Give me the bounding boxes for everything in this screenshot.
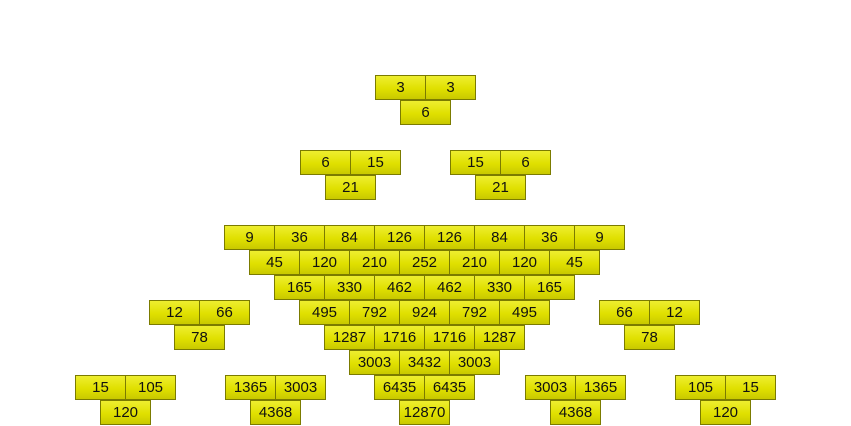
number-cell: 3	[375, 75, 426, 100]
number-cell: 36	[274, 225, 325, 250]
number-cell: 210	[349, 250, 400, 275]
number-cell: 165	[274, 275, 325, 300]
number-cell: 462	[424, 275, 475, 300]
number-cell: 6	[400, 100, 451, 125]
number-cell: 3432	[399, 350, 450, 375]
number-cell: 45	[549, 250, 600, 275]
number-cell: 3003	[275, 375, 326, 400]
number-cell: 15	[450, 150, 501, 175]
number-cell: 1365	[225, 375, 276, 400]
number-cell: 6	[300, 150, 351, 175]
number-cell: 66	[199, 300, 250, 325]
number-cell: 495	[499, 300, 550, 325]
number-cell: 120	[499, 250, 550, 275]
number-cell: 12	[649, 300, 700, 325]
number-cell: 165	[524, 275, 575, 300]
number-cell: 924	[399, 300, 450, 325]
number-cell: 792	[349, 300, 400, 325]
number-cell: 105	[125, 375, 176, 400]
number-cell: 462	[374, 275, 425, 300]
number-cell: 210	[449, 250, 500, 275]
number-cell: 12870	[399, 400, 450, 425]
number-cell: 105	[675, 375, 726, 400]
number-cell: 12	[149, 300, 200, 325]
number-cell: 3003	[525, 375, 576, 400]
number-cell: 21	[475, 175, 526, 200]
number-cell: 3003	[349, 350, 400, 375]
number-cell: 330	[324, 275, 375, 300]
number-cell: 4368	[550, 400, 601, 425]
number-cell: 9	[224, 225, 275, 250]
number-cell: 1716	[374, 325, 425, 350]
number-cell: 84	[474, 225, 525, 250]
number-cell: 3003	[449, 350, 500, 375]
number-cell: 6435	[374, 375, 425, 400]
number-cell: 792	[449, 300, 500, 325]
number-cell: 21	[325, 175, 376, 200]
number-cell: 6	[500, 150, 551, 175]
number-cell: 330	[474, 275, 525, 300]
number-cell: 1287	[324, 325, 375, 350]
number-cell: 3	[425, 75, 476, 100]
number-cell: 15	[725, 375, 776, 400]
number-cell: 120	[100, 400, 151, 425]
number-cell: 1287	[474, 325, 525, 350]
number-cell: 495	[299, 300, 350, 325]
number-cell: 15	[350, 150, 401, 175]
number-cell: 78	[174, 325, 225, 350]
number-cell: 120	[700, 400, 751, 425]
number-cell: 9	[574, 225, 625, 250]
number-cell: 78	[624, 325, 675, 350]
number-cell: 45	[249, 250, 300, 275]
number-cell: 4368	[250, 400, 301, 425]
number-cell: 126	[374, 225, 425, 250]
number-cell: 66	[599, 300, 650, 325]
number-cell: 6435	[424, 375, 475, 400]
number-cell: 120	[299, 250, 350, 275]
number-cell: 15	[75, 375, 126, 400]
number-cell: 126	[424, 225, 475, 250]
number-cell: 1716	[424, 325, 475, 350]
number-cell: 36	[524, 225, 575, 250]
number-cell: 1365	[575, 375, 626, 400]
number-cell: 252	[399, 250, 450, 275]
number-cell: 84	[324, 225, 375, 250]
